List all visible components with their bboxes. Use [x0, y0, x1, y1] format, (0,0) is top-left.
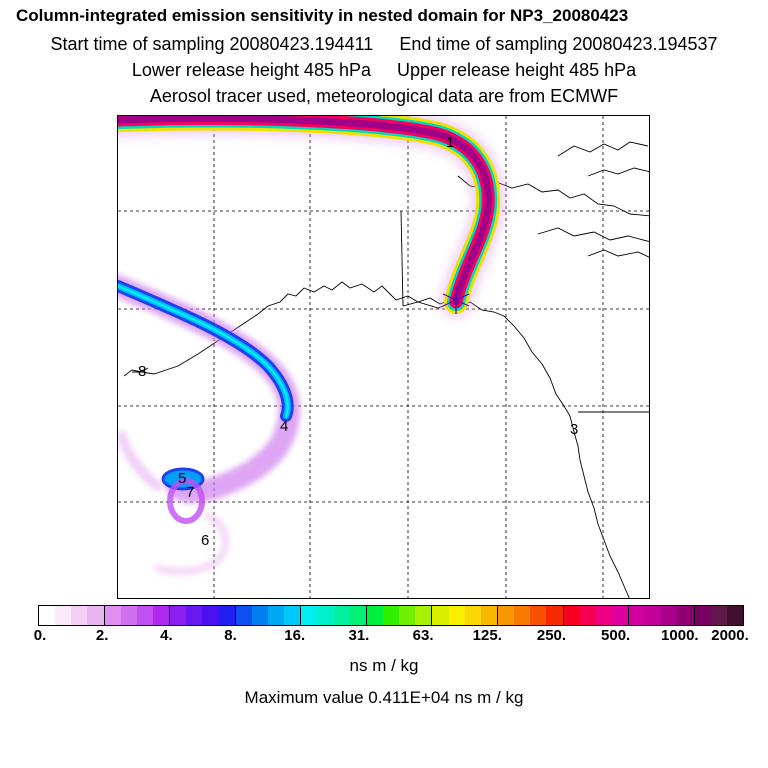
colorbar-cell: [55, 606, 72, 625]
colorbar-cell: [152, 606, 171, 625]
colorbar-tick-label: 63.: [412, 627, 434, 644]
colorbar-cell: [546, 606, 564, 625]
colorbar-cell: [301, 606, 318, 625]
colorbar-cell: [611, 606, 630, 625]
trajectory-label: 8: [138, 363, 146, 380]
colorbar-tick-label: 4.: [160, 627, 173, 644]
colorbar: [38, 605, 744, 626]
release-point-marker: [442, 286, 470, 314]
colorbar-cell: [267, 606, 285, 625]
colorbar-tick-label: 125.: [472, 627, 502, 644]
colorbar-tick-label: 1000.: [661, 627, 699, 644]
colorbar-cell: [366, 606, 383, 625]
colorbar-cell: [399, 606, 416, 625]
colorbar-tick-label: 250.: [536, 627, 567, 644]
colorbar-cell: [579, 606, 596, 625]
colorbar-cell: [432, 606, 449, 625]
colorbar-tick-label: 16.: [284, 627, 306, 644]
plume-2: [118, 275, 301, 576]
colorbar-tick-label: 2000.: [711, 627, 749, 644]
map-svg: 1 4 5 7 6 8 3: [118, 116, 649, 598]
colorbar-tick-label: 0.: [33, 627, 47, 644]
colorbar-cell: [235, 606, 252, 625]
colorbar-cell: [694, 606, 711, 625]
colorbar-cell: [251, 606, 268, 625]
colorbar-cell: [349, 606, 367, 625]
arctic-islands: [537, 141, 649, 258]
colorbar-cell: [595, 606, 612, 625]
coastlines: [123, 141, 649, 598]
map-panel: 1 4 5 7 6 8 3: [117, 115, 650, 599]
trajectory-label: 7: [186, 484, 194, 501]
colorbar-cell: [104, 606, 121, 625]
colorbar-cell: [170, 606, 187, 625]
trajectory-label: 5: [178, 470, 186, 487]
trajectory-label: 1: [446, 134, 454, 151]
colorbar-cell: [629, 606, 646, 625]
colorbar-cell: [480, 606, 498, 625]
colorbar-cell: [333, 606, 350, 625]
colorbar-cell: [514, 606, 531, 625]
colorbar-cell: [645, 606, 662, 625]
colorbar-cell: [39, 606, 56, 625]
trajectory-label: 3: [570, 421, 578, 438]
colorbar-cell: [202, 606, 219, 625]
graticule: [118, 116, 649, 598]
colorbar-cell: [415, 606, 433, 625]
colorbar-cell: [726, 606, 744, 625]
end-time-text: End time of sampling 20080423.194537: [399, 34, 718, 54]
trajectory-label: 6: [201, 532, 209, 549]
trajectory-label: 4: [280, 418, 288, 435]
colorbar-cell: [136, 606, 153, 625]
colorbar-tick-label: 31.: [348, 627, 370, 644]
colorbar-tick-label: 8.: [224, 627, 237, 644]
colorbar-cell: [218, 606, 236, 625]
colorbar-unit: ns m / kg: [349, 656, 419, 675]
upper-release-text: Upper release height 485 hPa: [397, 60, 637, 80]
aleutian-arc: [132, 313, 259, 375]
colorbar-cell: [530, 606, 547, 625]
start-time-text: Start time of sampling 20080423.194411: [50, 34, 374, 54]
colorbar-cell: [497, 606, 515, 625]
colorbar-cell: [186, 606, 203, 625]
colorbar-cell: [71, 606, 88, 625]
alaska-coast: [257, 281, 630, 598]
island-8: [123, 367, 149, 377]
yukon-border: [400, 210, 404, 307]
tracer-info: Aerosol tracer used, meteorological data…: [149, 86, 619, 106]
lower-release-text: Lower release height 485 hPa: [131, 60, 371, 80]
plot-title: Column-integrated emission sensitivity i…: [16, 6, 629, 25]
colorbar-cell: [87, 606, 105, 625]
colorbar-tick-label: 2.: [95, 627, 109, 644]
colorbar-cell: [677, 606, 695, 625]
plume-1: [118, 116, 504, 317]
maximum-value-text: Maximum value 0.411E+04 ns m / kg: [244, 688, 524, 707]
colorbar-cell: [382, 606, 400, 625]
release-heights: Lower release height 485 hPa Upper releas…: [0, 60, 768, 81]
sampling-times: Start time of sampling 20080423.194411 En…: [0, 34, 768, 55]
colorbar-cell: [563, 606, 580, 625]
colorbar-cell: [464, 606, 481, 625]
colorbar-tick-label: 500.: [601, 627, 631, 644]
colorbar-cell: [661, 606, 678, 625]
colorbar-cell: [317, 606, 334, 625]
colorbar-cell: [284, 606, 302, 625]
colorbar-cell: [448, 606, 465, 625]
colorbar-cell: [710, 606, 727, 625]
colorbar-cell: [120, 606, 137, 625]
